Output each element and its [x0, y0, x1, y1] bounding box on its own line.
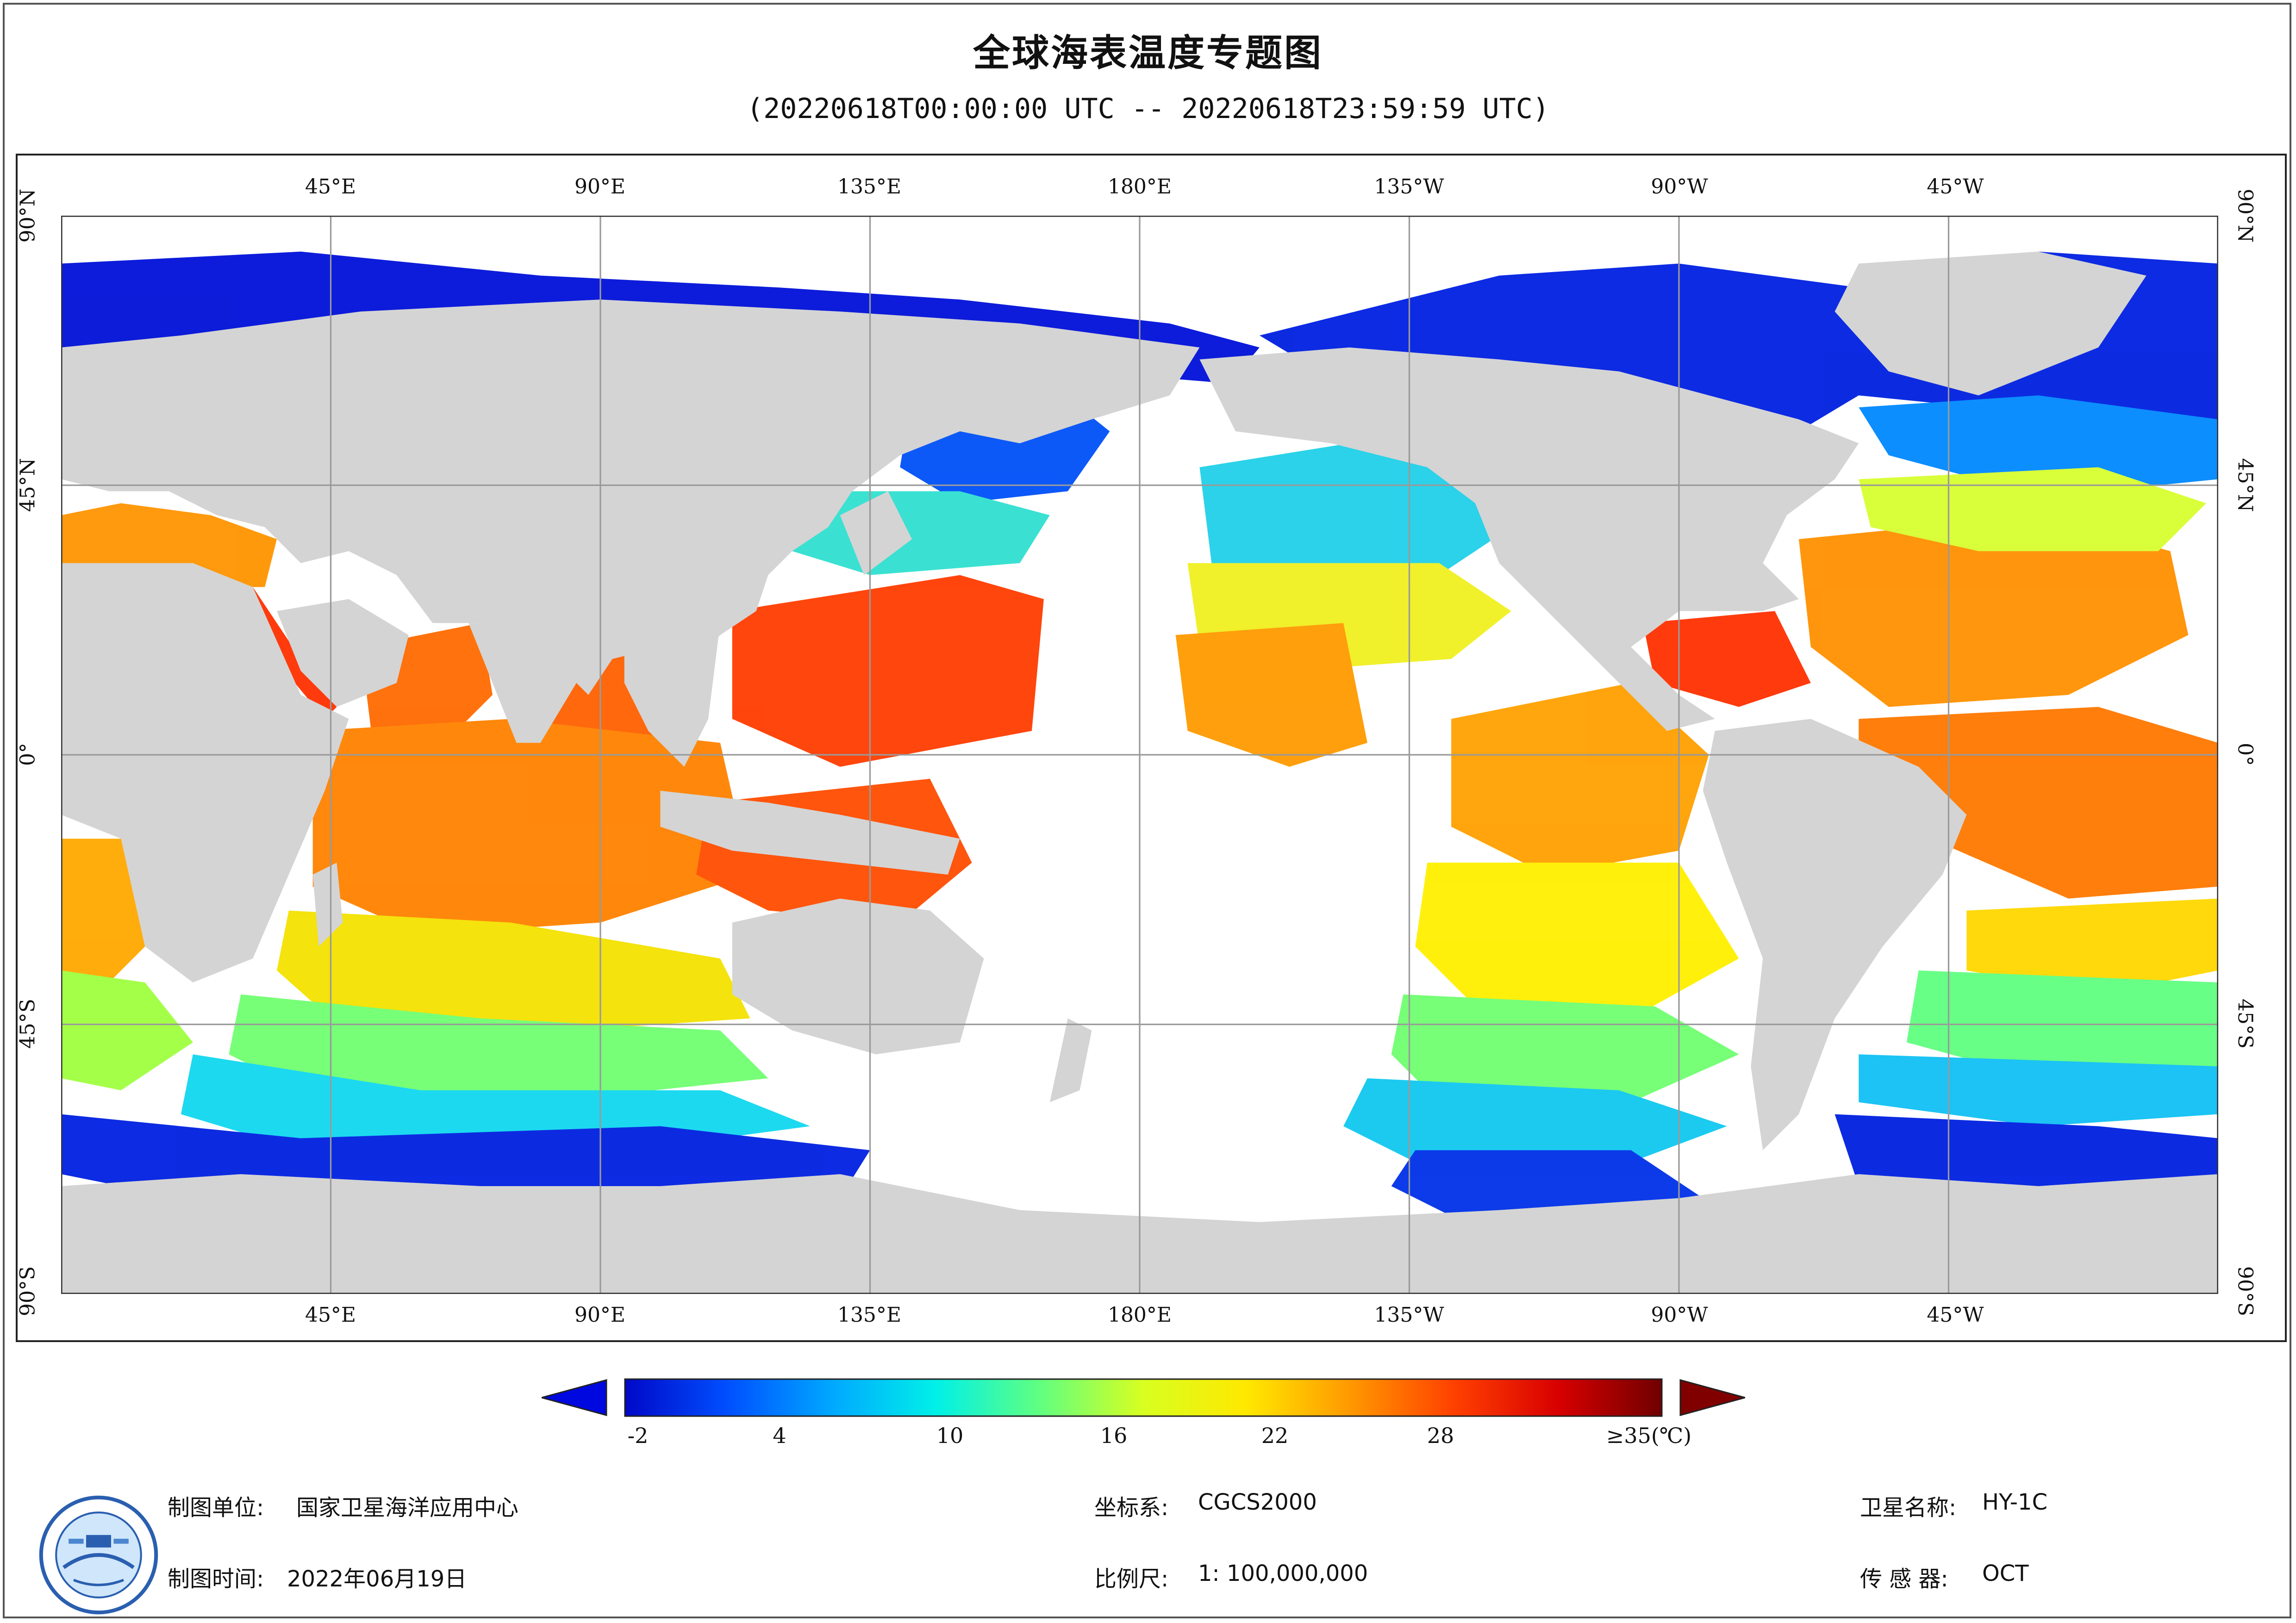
sst-ne-pacific-warm — [1175, 623, 1367, 767]
lon-tick-top: 90°E — [574, 175, 626, 199]
scale-value: 1: 100,000,000 — [1198, 1561, 1368, 1586]
lat-tick-right: 90°N — [2233, 188, 2257, 243]
lat-tick-left: 0° — [16, 743, 40, 766]
time-range-subtitle: (20220618T00:00:00 UTC -- 20220618T23:59… — [747, 93, 1549, 125]
crs-value: CGCS2000 — [1198, 1489, 1317, 1515]
land-new-zealand — [1049, 1018, 1092, 1102]
lon-tick-top: 135°E — [837, 175, 902, 199]
colorbar-label: ≥35(℃) — [1606, 1423, 1692, 1448]
lon-tick-bottom: 180°E — [1107, 1303, 1172, 1327]
lon-tick-bottom: 135°W — [1374, 1303, 1444, 1327]
sst-ne-pacific-cool — [1199, 443, 1511, 587]
lat-tick-left: 45°N — [16, 458, 40, 512]
lat-tick-left: 90°S — [16, 1266, 40, 1317]
land-indonesia — [660, 790, 960, 875]
lon-tick-top: 45°W — [1927, 175, 1984, 199]
colorbar-min-arrow — [542, 1379, 607, 1416]
sst-gulf-mexico — [1643, 611, 1811, 707]
land-greenland — [1834, 251, 2146, 396]
time-value: 2022年06月19日 — [287, 1566, 467, 1592]
lat-tick-left: 45°S — [16, 998, 40, 1049]
lat-tick-right: 90°S — [2233, 1266, 2257, 1317]
land-se-asia — [624, 623, 720, 767]
sst-se-pacific-green — [1391, 994, 1739, 1102]
map-title: 全球海表温度专题图 — [973, 31, 1323, 75]
lat-tick-right: 0° — [2233, 743, 2257, 766]
colorbar-label: 4 — [773, 1423, 786, 1448]
map-frame — [16, 154, 2287, 1342]
sst-e-pacific-warm — [1451, 683, 1709, 875]
land-japan — [840, 491, 912, 575]
land-australia — [732, 898, 984, 1055]
land-eurasia — [61, 299, 1200, 695]
sst-sw-africa — [61, 839, 145, 1007]
satellite-label: 卫星名称: — [1860, 1495, 1957, 1521]
colorbar-gradient — [624, 1378, 1663, 1417]
crs-label: 坐标系: — [1094, 1495, 1169, 1521]
temperature-colorbar — [542, 1378, 1745, 1417]
land-arabia — [277, 599, 409, 707]
sst-s-africa-green — [61, 970, 193, 1090]
sst-s-atlantic-yellow — [1966, 898, 2218, 995]
sst-s-indian-green — [229, 994, 768, 1102]
lat-tick-right: 45°S — [2233, 998, 2257, 1049]
sst-s-indian-yellow — [277, 910, 750, 1031]
sst-s-indian-cyan — [181, 1054, 811, 1150]
colorbar-label: 28 — [1427, 1423, 1454, 1448]
sst-se-pacific-cyan — [1343, 1078, 1727, 1163]
land-north-america — [1199, 347, 1859, 731]
org-label: 制图单位: — [168, 1495, 264, 1521]
sst-se-pacific-yellow — [1415, 863, 1739, 1019]
lon-tick-top: 45°E — [305, 175, 356, 199]
org-value: 国家卫星海洋应用中心 — [296, 1495, 519, 1521]
land-madagascar — [312, 863, 343, 947]
lon-tick-bottom: 90°E — [574, 1303, 626, 1327]
scale-label: 比例尺: — [1094, 1566, 1169, 1592]
lon-tick-top: 135°W — [1374, 175, 1444, 199]
colorbar-label: -2 — [627, 1423, 649, 1448]
sst-eq-indian — [312, 719, 750, 935]
satellite-value: HY-1C — [1982, 1489, 2048, 1515]
lon-tick-bottom: 135°E — [837, 1303, 902, 1327]
land-africa — [61, 563, 349, 983]
sst-n-atlantic-mid — [1859, 467, 2207, 551]
sst-n-atlantic-warm — [1798, 515, 2189, 707]
land-india — [468, 623, 589, 743]
lon-tick-bottom: 45°E — [305, 1303, 356, 1327]
colorbar-max-arrow — [1679, 1379, 1745, 1416]
colorbar-label: 16 — [1100, 1423, 1128, 1448]
lon-tick-top: 180°E — [1107, 175, 1172, 199]
sensor-value: OCT — [1982, 1561, 2029, 1586]
page-border — [3, 3, 2291, 1618]
graticule — [61, 216, 2218, 1294]
nsoas-logo-icon — [39, 1495, 158, 1615]
sensor-label: 传 感 器: — [1860, 1566, 1948, 1592]
lat-tick-right: 45°N — [2233, 458, 2257, 512]
time-label: 制图时间: — [168, 1566, 264, 1592]
lon-tick-top: 90°W — [1651, 175, 1708, 199]
land-south-america — [1703, 719, 1967, 1150]
sst-nw-pacific-warm — [732, 575, 1044, 767]
lat-tick-left: 90°N — [16, 188, 40, 243]
lon-tick-bottom: 90°W — [1651, 1303, 1708, 1327]
sst-map[interactable] — [61, 216, 2218, 1294]
lon-tick-bottom: 45°W — [1927, 1303, 1984, 1327]
colorbar-label: 22 — [1261, 1423, 1289, 1448]
sst-s-atlantic-blue — [1834, 1114, 2218, 1198]
colorbar-label: 10 — [936, 1423, 964, 1448]
